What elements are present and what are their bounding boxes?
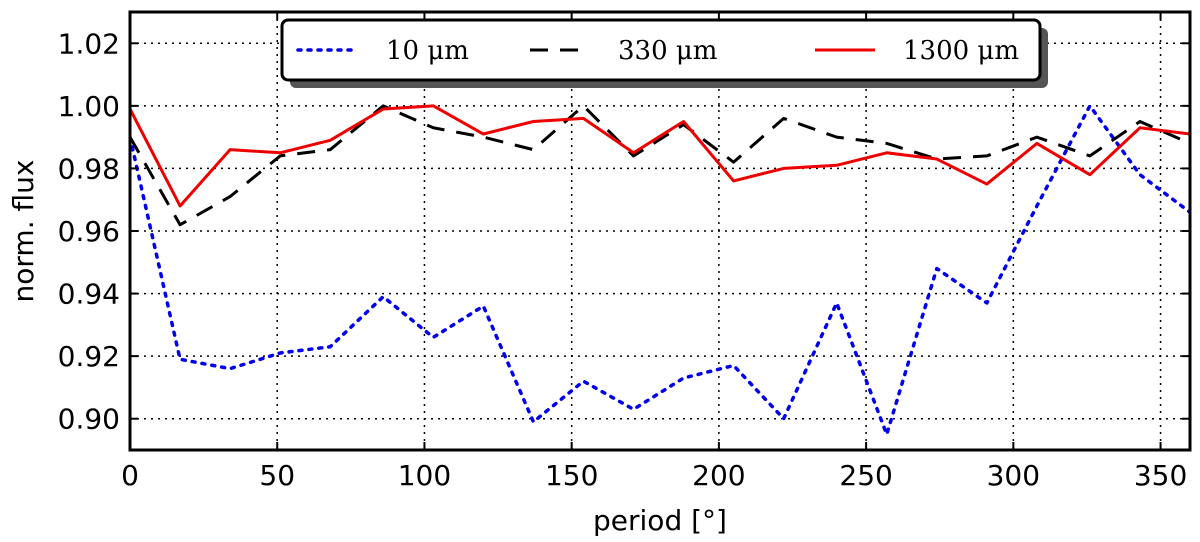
y-tick-label: 0.94: [58, 278, 120, 311]
legend-label: 330 μm: [618, 36, 717, 66]
y-axis-label: norm. flux: [7, 160, 40, 303]
y-tick-label: 0.96: [58, 215, 120, 248]
x-tick-label: 200: [692, 459, 745, 492]
series-line-330-m: [130, 104, 1190, 227]
y-tick-label: 0.90: [58, 403, 120, 436]
legend-box: [280, 18, 1042, 82]
series-line-10-m: [130, 104, 1190, 437]
y-tick-label: 1.02: [58, 27, 120, 60]
x-tick-label: 350: [1134, 459, 1187, 492]
x-tick-label: 250: [839, 459, 892, 492]
legend: 10 μm 330 μm 1300 μm: [280, 18, 1048, 88]
axes: 0 50 100 150 200 250 300 350 0.90 0.92 0.94 0.96 0.9…: [58, 10, 1192, 492]
plot-frame: [128, 10, 1192, 452]
series-layer: [130, 104, 1190, 437]
y-tick-label: 0.98: [58, 152, 120, 185]
grid: [130, 12, 1190, 450]
x-tick-label: 0: [121, 459, 139, 492]
series-line-1300-m: [130, 104, 1190, 208]
legend-label: 1300 μm: [903, 36, 1019, 66]
y-tick-label: 1.00: [58, 90, 120, 123]
x-tick-label: 150: [545, 459, 598, 492]
x-axis-label: period [°]: [593, 504, 727, 537]
x-tick-label: 300: [987, 459, 1040, 492]
x-tick-label: 50: [259, 459, 295, 492]
y-tick-label: 0.92: [58, 340, 120, 373]
legend-label: 10 μm: [386, 36, 469, 66]
x-tick-label: 100: [398, 459, 451, 492]
